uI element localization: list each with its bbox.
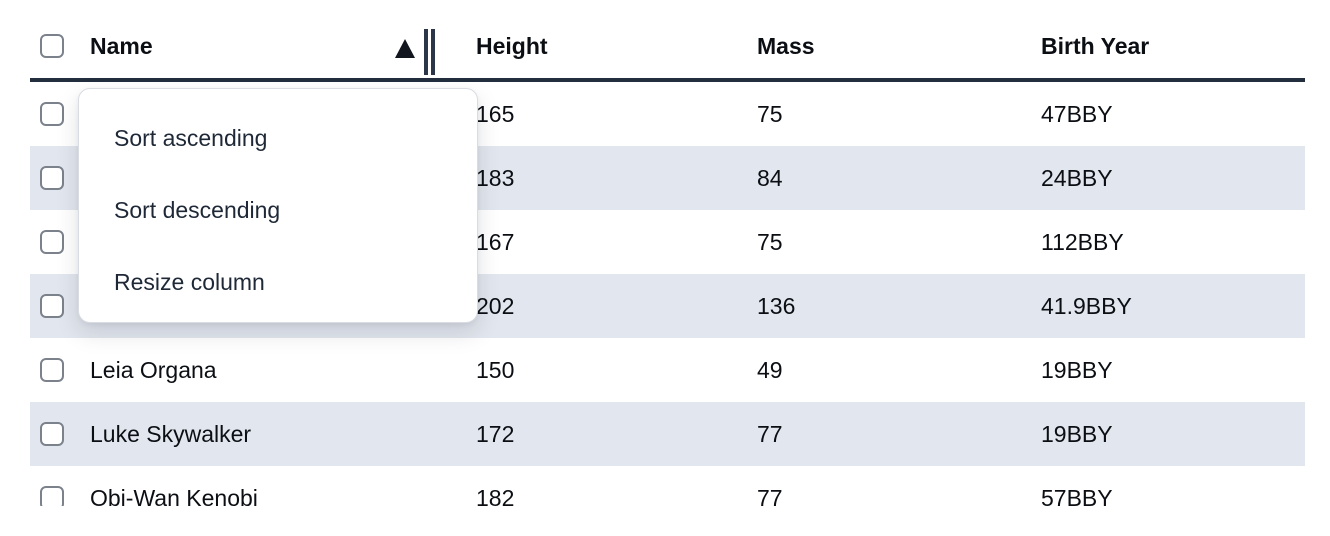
cell-birth-year: 57BBY: [1041, 484, 1113, 507]
cell-mass: 75: [757, 100, 783, 127]
row-checkbox[interactable]: [40, 294, 64, 318]
table-header-row: Name Height Mass Birth Year: [30, 0, 1305, 82]
table-row: 165 75 47BBY: [30, 82, 1305, 146]
sort-ascending-icon: [395, 39, 415, 58]
column-header-mass[interactable]: Mass: [757, 33, 1041, 60]
row-checkbox-cell: [30, 230, 90, 254]
cell-mass: 77: [757, 420, 783, 447]
column-header-birth-year[interactable]: Birth Year: [1041, 33, 1305, 60]
row-checkbox-cell: [30, 166, 90, 190]
table-row: Luke Skywalker 172 77 19BBY: [30, 402, 1305, 466]
row-checkbox-cell: [30, 422, 90, 446]
cell-height: 165: [476, 100, 515, 127]
resize-bar: [424, 29, 428, 75]
cell-height: 182: [476, 484, 515, 507]
cell-mass: 136: [757, 292, 796, 319]
cell-birth-year: 47BBY: [1041, 100, 1113, 127]
cell-birth-year: 19BBY: [1041, 420, 1113, 447]
select-all-checkbox[interactable]: [40, 34, 64, 58]
cell-birth-year: 24BBY: [1041, 164, 1113, 191]
row-checkbox-cell: [30, 102, 90, 126]
column-resize-handle-icon[interactable]: [424, 29, 435, 75]
header-checkbox-cell: [30, 34, 90, 58]
resize-bar: [431, 29, 435, 75]
row-checkbox[interactable]: [40, 166, 64, 190]
cell-name: Luke Skywalker: [90, 420, 252, 447]
cell-name: Leia Organa: [90, 356, 217, 383]
row-checkbox-cell: [30, 294, 90, 318]
row-checkbox[interactable]: [40, 230, 64, 254]
cell-mass: 75: [757, 228, 783, 255]
row-checkbox-cell: [30, 486, 90, 506]
cell-height: 150: [476, 356, 515, 383]
column-header-height[interactable]: Height: [476, 33, 757, 60]
cell-height: 183: [476, 164, 515, 191]
column-header-height-label: Height: [476, 32, 548, 59]
row-checkbox[interactable]: [40, 358, 64, 382]
table-row: 167 75 112BBY: [30, 210, 1305, 274]
cell-birth-year: 41.9BBY: [1041, 292, 1132, 319]
column-header-name-label: Name: [90, 32, 153, 59]
menu-item-resize-column[interactable]: Resize column: [114, 268, 265, 295]
row-checkbox[interactable]: [40, 422, 64, 446]
menu-item-sort-descending[interactable]: Sort descending: [114, 196, 281, 223]
cell-mass: 84: [757, 164, 783, 191]
cell-birth-year: 112BBY: [1041, 228, 1124, 255]
column-header-birth-year-label: Birth Year: [1041, 32, 1150, 59]
menu-item-sort-ascending[interactable]: Sort ascending: [114, 124, 268, 151]
table-row: Obi-Wan Kenobi 182 77 57BBY: [30, 466, 1305, 506]
cell-height: 172: [476, 420, 515, 447]
cell-height: 167: [476, 228, 515, 255]
cell-name: Obi-Wan Kenobi: [90, 484, 258, 507]
row-checkbox-cell: [30, 358, 90, 382]
table-row: Leia Organa 150 49 19BBY: [30, 338, 1305, 402]
cell-birth-year: 19BBY: [1041, 356, 1113, 383]
row-checkbox[interactable]: [40, 486, 64, 506]
column-context-menu: Sort ascending Sort descending Resize co…: [78, 88, 478, 323]
row-checkbox[interactable]: [40, 102, 64, 126]
column-header-mass-label: Mass: [757, 32, 815, 59]
cell-mass: 77: [757, 484, 783, 507]
cell-height: 202: [476, 292, 515, 319]
cell-mass: 49: [757, 356, 783, 383]
column-header-name[interactable]: Name: [90, 33, 476, 60]
